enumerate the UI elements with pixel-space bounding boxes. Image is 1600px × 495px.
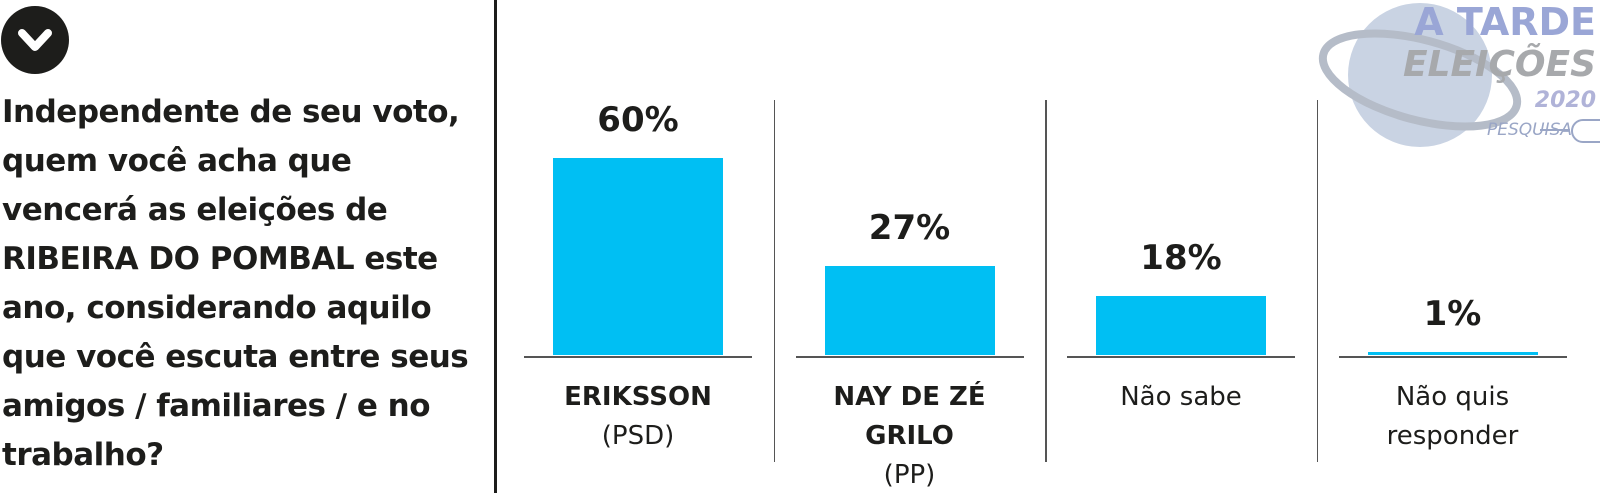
- separator: [1316, 100, 1319, 462]
- category-label: Não sabe: [1071, 378, 1291, 417]
- bar: [824, 266, 995, 355]
- category-label: ERIKSSON (PSD): [528, 378, 748, 456]
- divider: [494, 0, 497, 493]
- baseline: [1067, 356, 1295, 358]
- separator: [773, 100, 776, 462]
- bar: [1096, 295, 1266, 355]
- separator: [1045, 100, 1047, 462]
- question: Independente de seu voto, quem você acha…: [2, 94, 469, 473]
- logo-year: 2020: [1534, 88, 1596, 113]
- logo-globe: [1318, 3, 1600, 147]
- category-name: Não sabe: [1120, 382, 1242, 412]
- category-label: Não quis responder: [1343, 378, 1563, 456]
- bar: [553, 158, 723, 355]
- baseline: [524, 356, 752, 358]
- toggle-icon[interactable]: [0, 5, 70, 75]
- logo: A TARDE ELEIÇÕES 2020 PESQUISA: [1160, 0, 1600, 150]
- category-label: NAY DE ZÉ GRILO (PP): [800, 378, 1020, 495]
- baseline: [795, 356, 1024, 358]
- category-name: ERIKSSON: [564, 382, 712, 412]
- party-label: (PSD): [601, 421, 675, 451]
- party-label: (PP): [883, 460, 936, 490]
- category-name: NAY DE ZÉ GRILO: [833, 382, 986, 451]
- bar: [1367, 351, 1538, 355]
- value-label: 18%: [1140, 237, 1222, 278]
- logo-brand: A TARDE: [1414, 0, 1596, 44]
- baseline: [1338, 356, 1567, 358]
- logo-tag: PESQUISA: [1486, 120, 1572, 140]
- value-label: 27%: [868, 208, 951, 249]
- value-label: 1%: [1423, 293, 1482, 334]
- logo-title: ELEIÇÕES: [1402, 44, 1596, 85]
- value-label: 60%: [597, 100, 679, 141]
- category-name: Não quis responder: [1386, 382, 1519, 451]
